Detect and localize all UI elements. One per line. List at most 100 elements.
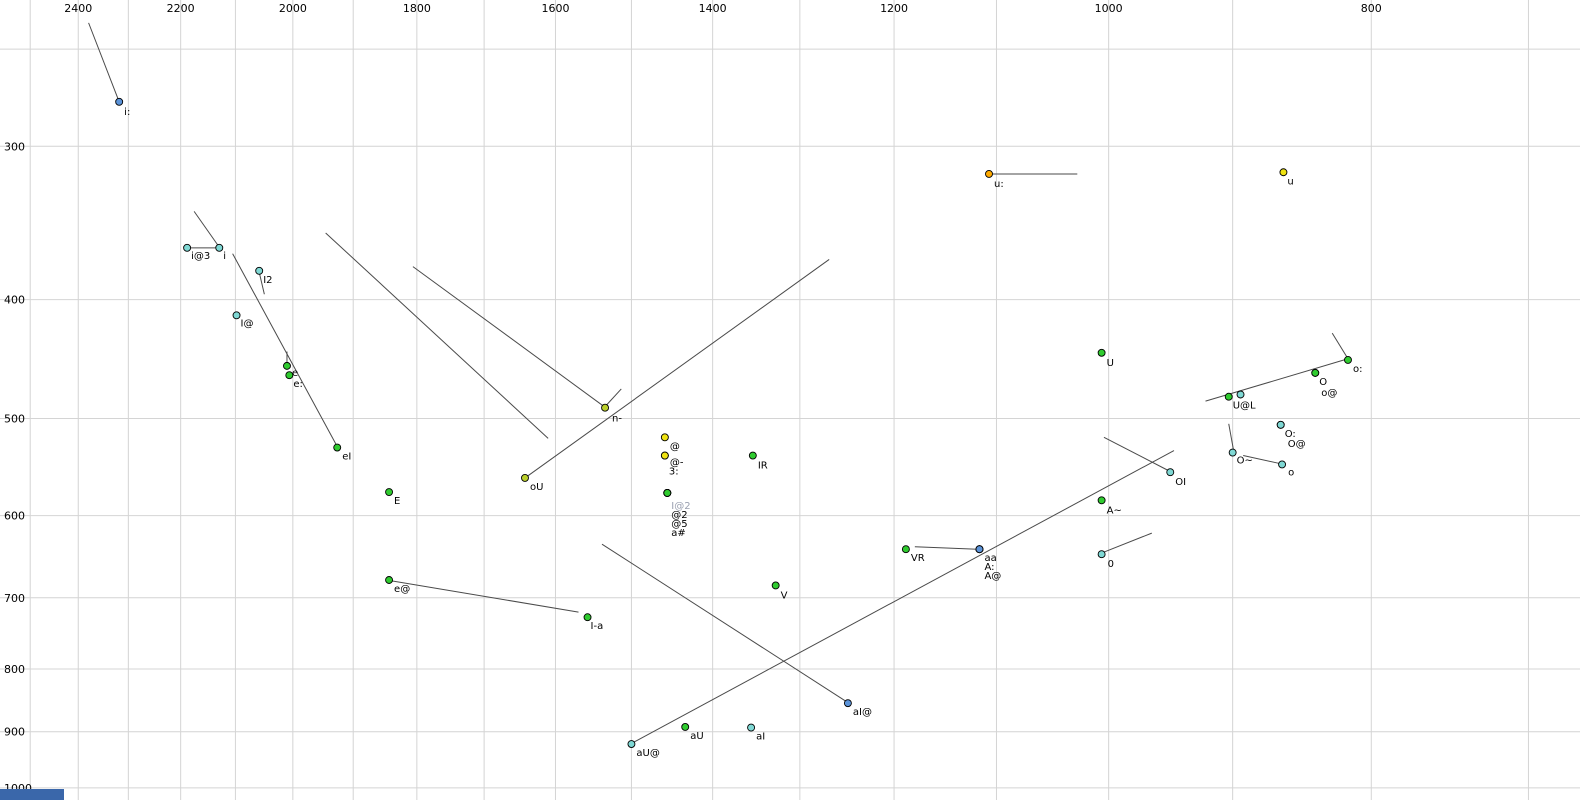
trajectory-line (1243, 455, 1280, 464)
data-point (215, 243, 224, 252)
data-point (663, 489, 672, 497)
x-tick-label: 1600 (541, 2, 569, 15)
point-label: i: (124, 107, 130, 118)
point-label: I@ (241, 318, 254, 329)
data-point (1278, 460, 1287, 469)
point-label: E (394, 496, 400, 507)
trajectory-line (232, 253, 338, 447)
data-point (183, 243, 192, 252)
point-label: VR (911, 553, 925, 564)
data-point (771, 581, 780, 590)
data-point (1097, 496, 1106, 505)
trajectory-line (390, 580, 579, 613)
x-tick-label: 2400 (64, 2, 92, 15)
point-label: O~ (1237, 456, 1253, 467)
point-label: aI@ (853, 707, 872, 718)
data-point (115, 97, 124, 106)
point-label: A~ (1107, 505, 1122, 516)
point-label: u (1287, 176, 1293, 187)
point-label: V (781, 590, 788, 601)
trajectory-line (1102, 532, 1152, 554)
data-point (232, 311, 241, 320)
trajectory-line (604, 388, 622, 407)
data-point (385, 488, 394, 496)
trajectory-line (631, 450, 1175, 744)
data-point (748, 451, 757, 460)
x-tick-label: 1800 (403, 2, 431, 15)
point-label: n- (612, 414, 622, 425)
point-label: @2 (671, 510, 687, 521)
trajectory-line (193, 211, 220, 247)
point-label: e@ (394, 584, 410, 595)
data-point (1097, 348, 1106, 357)
trajectory-line (88, 22, 120, 102)
data-point (521, 473, 529, 482)
point-label: @5 (671, 519, 687, 530)
data-point (627, 740, 636, 748)
x-tick-label: 1000 (1095, 2, 1123, 15)
trajectory-line (601, 543, 849, 703)
data-point (1344, 356, 1352, 364)
trajectory-line (1103, 436, 1169, 471)
y-tick-label: 900 (4, 726, 25, 739)
trajectory-line (1331, 332, 1349, 360)
data-point (283, 361, 291, 370)
point-label: I-a (591, 621, 604, 632)
trajectory-line (325, 232, 549, 439)
window-corner-fragment (0, 789, 64, 800)
data-point (747, 723, 756, 732)
trajectory-line (914, 546, 978, 550)
point-label: O: (1285, 429, 1296, 440)
x-tick-label: 1400 (699, 2, 727, 15)
data-point (583, 613, 592, 622)
data-point (975, 545, 984, 554)
point-label: eI (342, 452, 351, 463)
point-label: aU@ (636, 748, 659, 759)
point-label: o (1288, 467, 1294, 478)
data-point (1311, 368, 1320, 377)
trajectory-line (258, 272, 265, 295)
point-label: o@ (1321, 388, 1337, 399)
data-point (1228, 448, 1237, 457)
point-label: @ (670, 441, 680, 452)
data-point (1276, 420, 1285, 429)
data-point (901, 545, 910, 554)
data-point (385, 576, 394, 584)
data-point (255, 266, 264, 275)
data-point (843, 699, 852, 708)
point-label: I2 (263, 275, 272, 286)
data-point (660, 433, 669, 442)
point-label: aa (984, 553, 996, 564)
point-label: U (1107, 358, 1114, 369)
x-tick-label: 2000 (279, 2, 307, 15)
point-label: o: (1353, 364, 1363, 375)
x-tick-label: 1200 (880, 2, 908, 15)
y-tick-label: 300 (4, 140, 25, 153)
point-label: A@ (984, 571, 1001, 582)
point-label: i (223, 251, 226, 262)
data-point (1279, 168, 1288, 177)
point-label: I@2 (671, 501, 690, 512)
data-point (1097, 550, 1106, 559)
point-label: U@L (1233, 401, 1256, 412)
data-point (285, 371, 294, 380)
data-point (333, 443, 342, 452)
point-label: oU (530, 482, 543, 493)
point-label: u: (994, 179, 1004, 190)
point-label: aU (690, 731, 703, 742)
trajectory-line (1228, 423, 1235, 453)
x-tick-label: 800 (1361, 2, 1382, 15)
point-label: @- (670, 458, 684, 469)
point-label: 0 (1108, 559, 1114, 570)
y-tick-label: 400 (4, 294, 25, 307)
y-tick-label: 500 (4, 412, 25, 425)
trajectory-line (524, 259, 830, 479)
point-label: e: (293, 379, 303, 390)
trajectory-line (412, 266, 604, 406)
point-label: e (292, 368, 298, 379)
y-tick-label: 800 (4, 663, 25, 676)
data-point (601, 403, 610, 412)
data-point (985, 169, 993, 178)
point-label: 3: (669, 467, 679, 478)
